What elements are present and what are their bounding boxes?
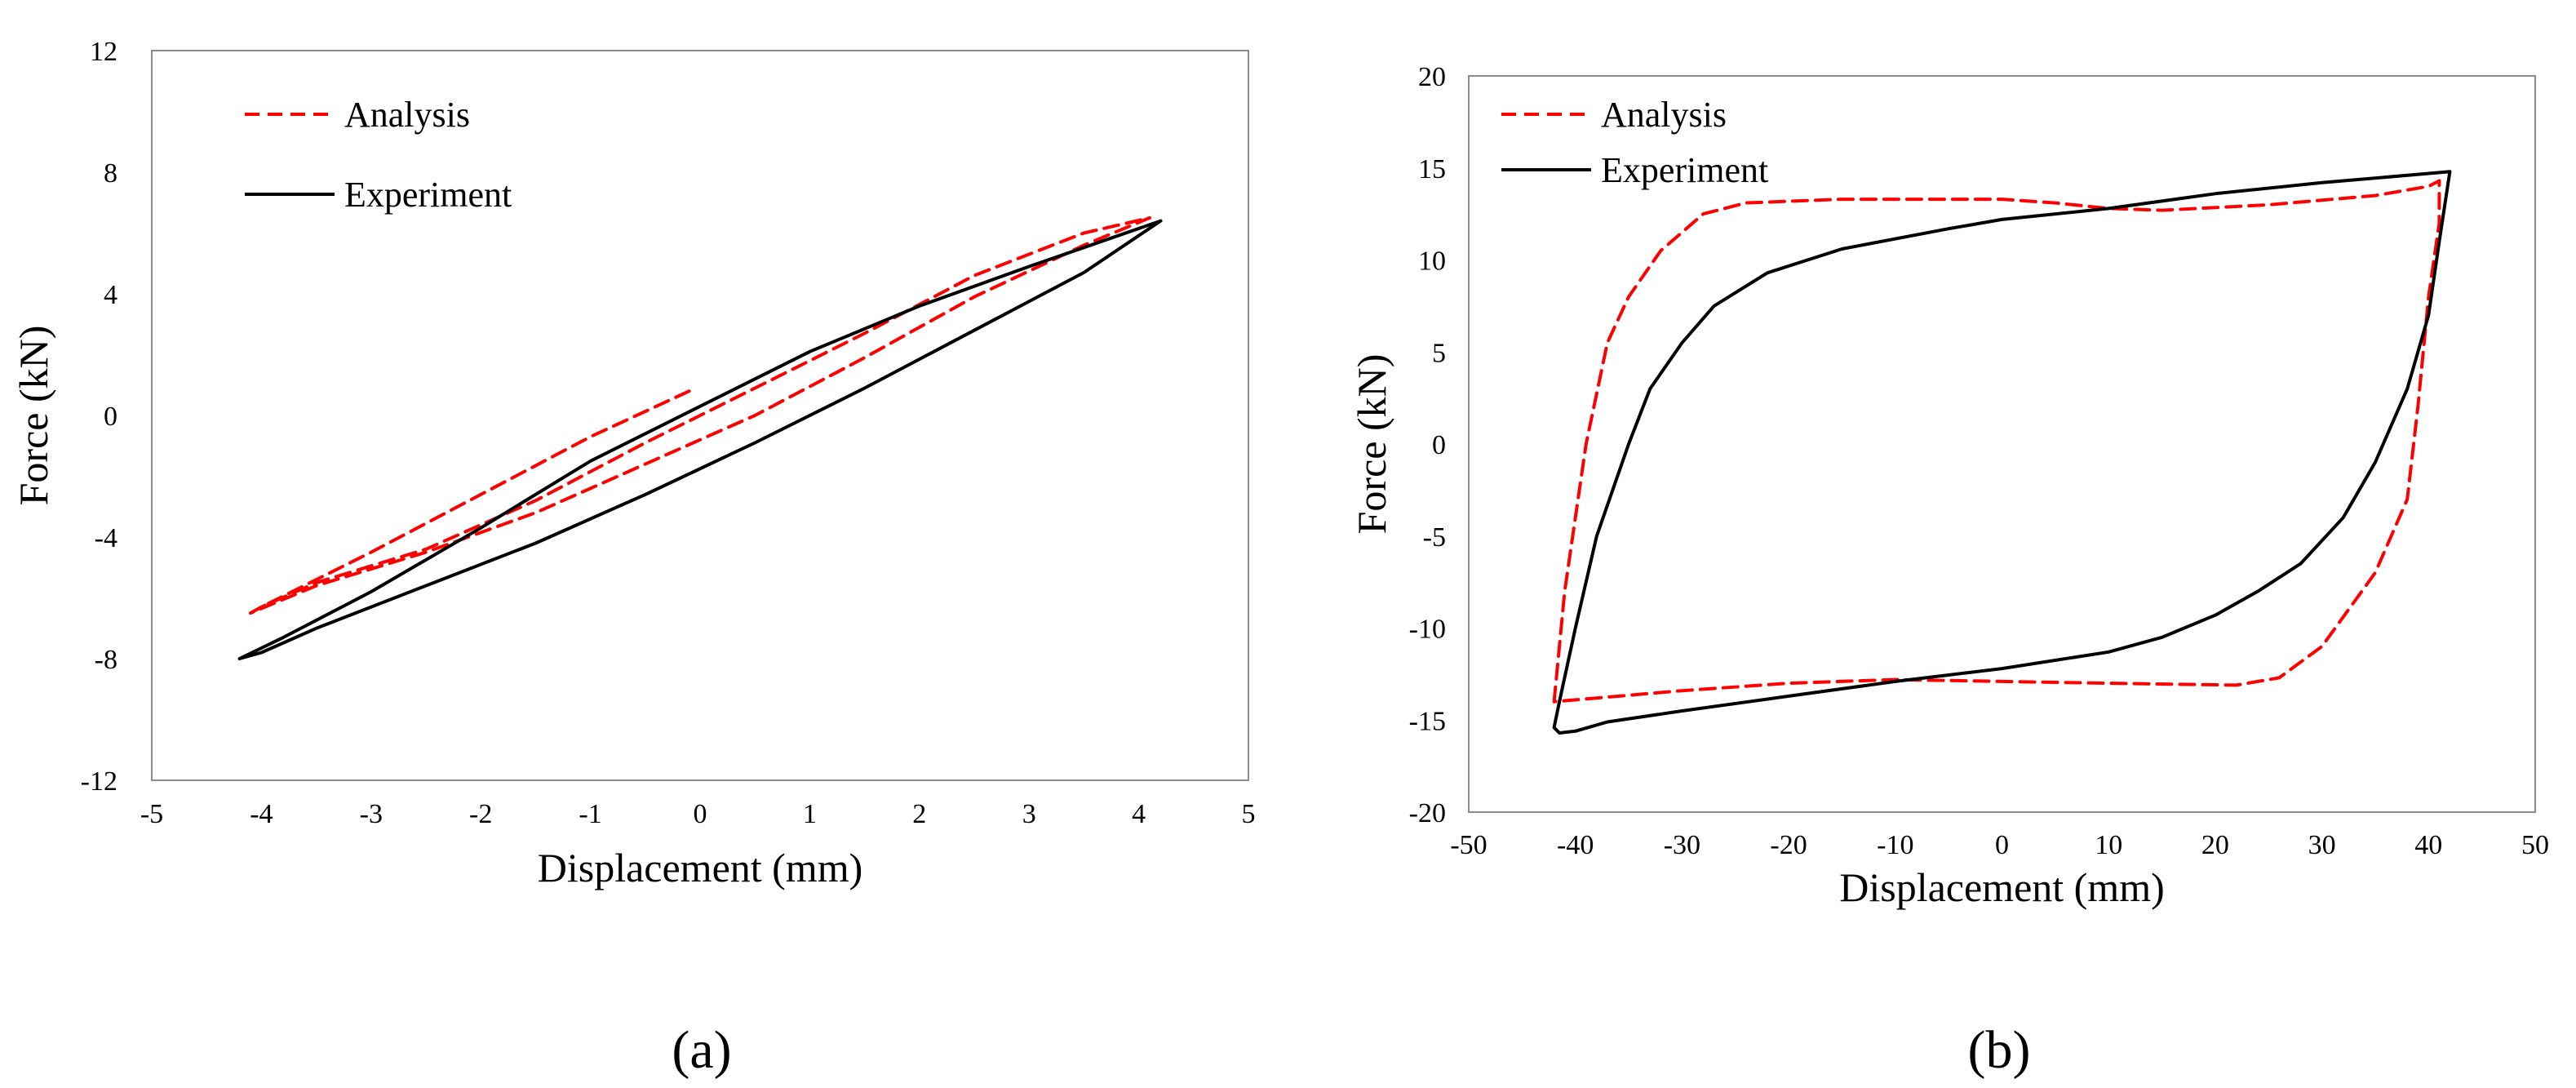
y-tick-label: -8 [95, 645, 117, 675]
x-tick-label: 5 [1242, 799, 1256, 829]
x-tick-label: 3 [1022, 799, 1036, 829]
x-tick-label: 10 [2095, 830, 2122, 860]
y-tick-label: 12 [90, 37, 117, 67]
x-tick-label: 50 [2521, 830, 2549, 860]
y-tick-label: 15 [1418, 154, 1446, 184]
x-tick-label: -40 [1557, 830, 1594, 860]
y-tick-label: 0 [104, 402, 117, 432]
y-tick-label: 10 [1418, 246, 1446, 277]
x-tick-label: 40 [2414, 830, 2442, 860]
x-tick-label: 0 [694, 799, 707, 829]
y-tick-label: -12 [81, 766, 117, 797]
y-tick-label: 20 [1418, 62, 1446, 92]
legend-label-experiment: Experiment [344, 175, 512, 215]
x-tick-label: 0 [1995, 830, 2009, 860]
panel-label: (b) [1968, 1020, 2031, 1080]
legend-label-experiment: Experiment [1601, 150, 1768, 190]
x-tick-label: -10 [1877, 830, 1913, 860]
x-tick-label: -1 [579, 799, 601, 829]
y-tick-label: -4 [95, 523, 117, 553]
y-tick-label: -10 [1409, 615, 1446, 645]
chart-panel-b: -50 -40 -30 -20 -10 0 10 20 30 40 50-20-15-10-5051… [1349, 62, 2549, 1080]
y-tick-label: -20 [1409, 798, 1446, 828]
series-line-analysis [249, 215, 1151, 615]
y-tick-label: -5 [1423, 522, 1446, 553]
y-axis-title: Force (kN) [11, 326, 56, 506]
chart-panel-a: -5 -4 -3 -2 -1 0 1 2 3 4 5-12-8-404812Displacement… [11, 37, 1256, 1080]
x-tick-label: -4 [250, 799, 273, 829]
x-tick-label: -20 [1770, 830, 1807, 860]
x-tick-label: -30 [1664, 830, 1700, 860]
series-line-analysis [1552, 179, 2441, 704]
y-axis-title: Force (kN) [1349, 354, 1394, 535]
x-tick-label: -2 [469, 799, 492, 829]
x-axis-title: Displacement (mm) [1839, 864, 2165, 910]
x-tick-label: 1 [803, 799, 817, 829]
legend-label-analysis: Analysis [1601, 95, 1727, 135]
x-tick-label: 30 [2308, 830, 2336, 860]
y-tick-label: 8 [104, 158, 117, 189]
y-tick-label: 4 [104, 280, 117, 310]
x-tick-label: -5 [140, 799, 163, 829]
series-line-experiment [1552, 170, 2452, 735]
x-tick-label: 2 [912, 799, 926, 829]
y-tick-label: -15 [1409, 706, 1446, 736]
x-tick-label: -3 [360, 799, 383, 829]
y-tick-label: 5 [1432, 338, 1446, 368]
y-tick-label: 0 [1432, 430, 1446, 460]
x-tick-label: 20 [2201, 830, 2229, 860]
legend-label-analysis: Analysis [344, 95, 470, 135]
panel-label: (a) [672, 1020, 731, 1080]
plot-area-frame [151, 50, 1249, 781]
x-axis-title: Displacement (mm) [538, 845, 863, 890]
x-tick-label: 4 [1132, 799, 1146, 829]
plot-area-frame [1468, 75, 2536, 813]
series-line-experiment [237, 219, 1163, 660]
x-tick-label: -50 [1450, 830, 1487, 860]
